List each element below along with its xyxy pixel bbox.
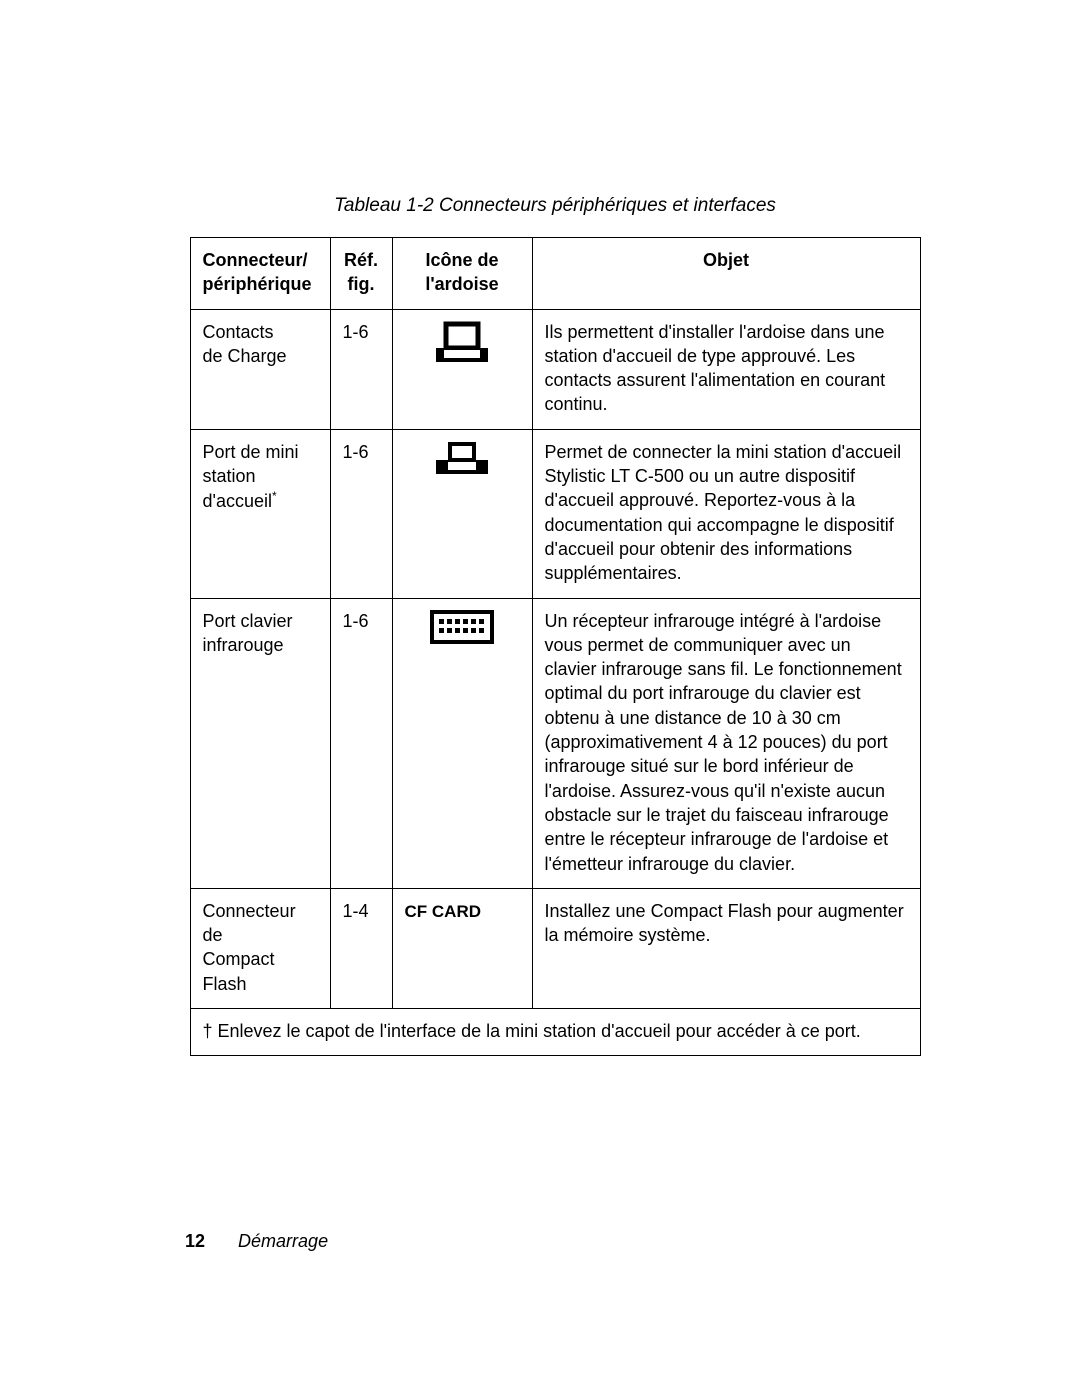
page-footer: 12 Démarrage (185, 1231, 328, 1252)
table-row: Port de mini station d'accueil* 1-6 Permet d… (190, 429, 920, 598)
footnote-row: † Enlevez le capot de l'interface de la … (190, 1009, 920, 1056)
header-connector: Connecteur/ périphérique (190, 238, 330, 310)
table-row: Connecteur de Compact Flash 1-4 CF CARD Insta… (190, 888, 920, 1008)
table-caption: Tableau 1-2 Connecteurs périphériques et… (185, 195, 925, 217)
header-objet: Objet (532, 238, 920, 310)
footnote-cell: † Enlevez le capot de l'interface de la … (190, 1009, 920, 1056)
connector-cell: Connecteur de Compact Flash (190, 888, 330, 1008)
ref-cell: 1-6 (330, 309, 392, 429)
header-icon: Icône de l'ardoise (392, 238, 532, 310)
icon-cell (392, 598, 532, 888)
ref-cell: 1-6 (330, 598, 392, 888)
connector-text-l2: Compact (203, 949, 275, 969)
connectors-table: Connecteur/ périphérique Réf. fig. Icône… (190, 237, 921, 1056)
dock-small-icon (434, 440, 490, 476)
table-row: Port clavier infrarouge 1-6 Un récepteur in… (190, 598, 920, 888)
dock-large-icon (434, 320, 490, 364)
connector-cell: Port clavier infrarouge (190, 598, 330, 888)
ref-cell: 1-4 (330, 888, 392, 1008)
connector-text-l2: station (203, 466, 256, 486)
desc-cell: Permet de connecter la mini station d'ac… (532, 429, 920, 598)
connector-text-l3: Flash (203, 974, 247, 994)
table-header-row: Connecteur/ périphérique Réf. fig. Icône… (190, 238, 920, 310)
document-page: Tableau 1-2 Connecteurs périphériques et… (0, 0, 1080, 1397)
icon-cell: CF CARD (392, 888, 532, 1008)
connector-text-l1: Contacts (203, 322, 274, 342)
page-number: 12 (185, 1231, 205, 1251)
desc-cell: Un récepteur infrarouge intégré à l'ardo… (532, 598, 920, 888)
connector-text-l2: infrarouge (203, 635, 284, 655)
header-ref: Réf. fig. (330, 238, 392, 310)
table-row: Contacts de Charge 1-6 Ils permettent d'ins… (190, 309, 920, 429)
ref-cell: 1-6 (330, 429, 392, 598)
cf-card-label: CF CARD (405, 902, 482, 921)
connector-text-l1: Port de mini (203, 442, 299, 462)
desc-cell: Ils permettent d'installer l'ardoise dan… (532, 309, 920, 429)
connector-text-l1: Connecteur de (203, 901, 296, 945)
icon-cell (392, 309, 532, 429)
connector-text-l2: de Charge (203, 346, 287, 366)
keyboard-icon (429, 609, 495, 645)
connector-text-l1: Port clavier (203, 611, 293, 631)
connector-text-l3: d'accueil (203, 491, 272, 511)
icon-cell (392, 429, 532, 598)
desc-cell: Installez une Compact Flash pour augment… (532, 888, 920, 1008)
dagger-mark: * (272, 489, 277, 503)
connector-cell: Port de mini station d'accueil* (190, 429, 330, 598)
section-name: Démarrage (238, 1231, 328, 1251)
connector-cell: Contacts de Charge (190, 309, 330, 429)
